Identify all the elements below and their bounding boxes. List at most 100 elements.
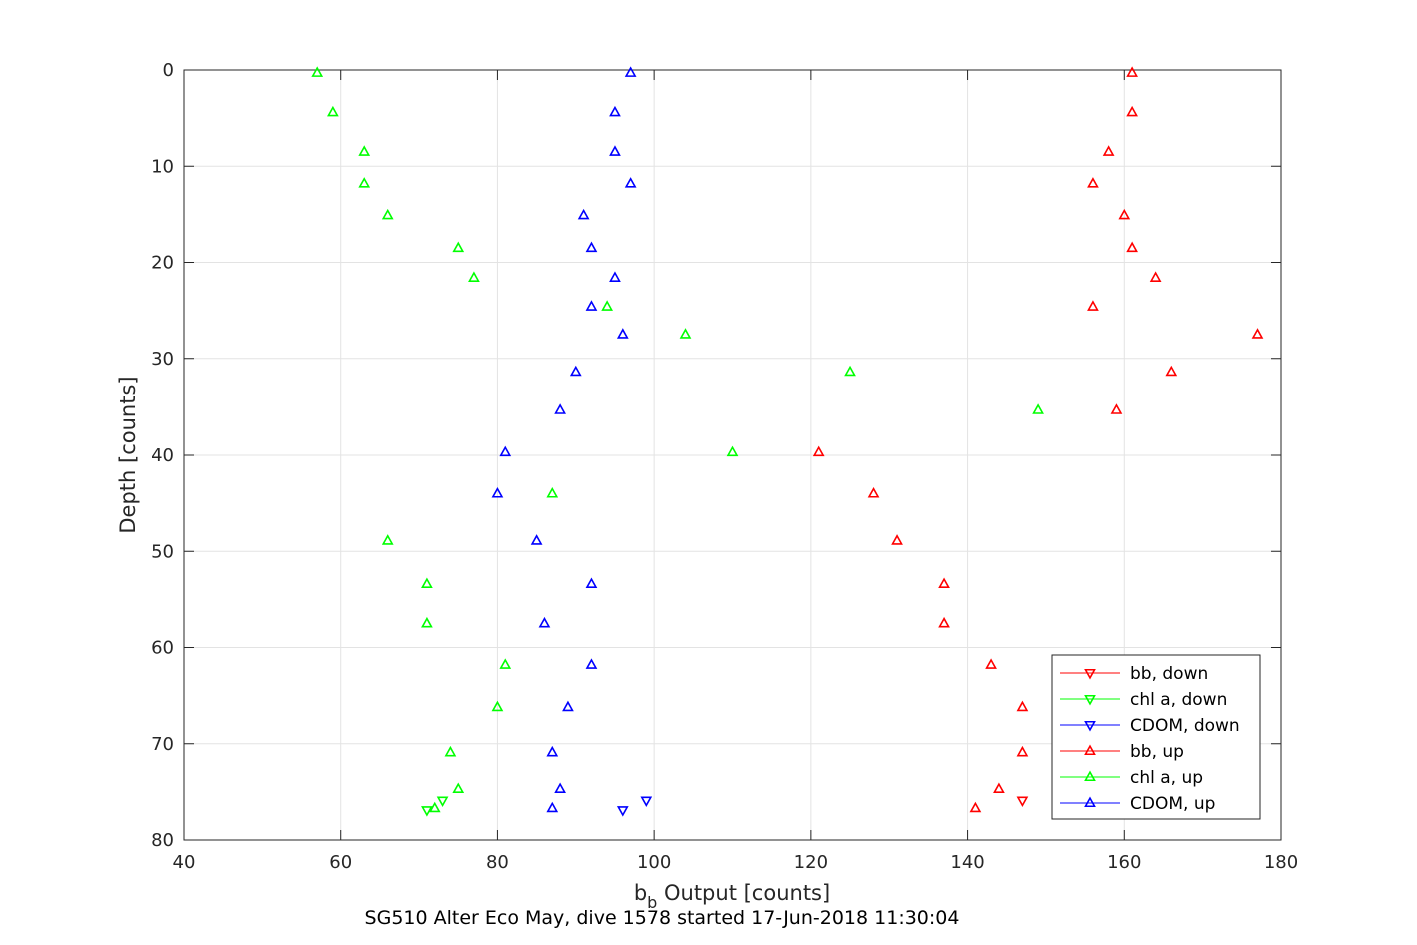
data-point-marker <box>1149 271 1162 282</box>
data-point-marker <box>1165 365 1178 377</box>
data-point-marker <box>452 782 465 794</box>
data-point-marker <box>358 177 371 188</box>
series-group-1 <box>421 796 449 817</box>
data-point-marker <box>554 403 566 414</box>
legend-label-2: CDOM, down <box>1130 716 1240 736</box>
data-point-marker <box>1118 208 1131 220</box>
data-point-marker <box>358 145 371 156</box>
y-tick-label: 20 <box>151 253 174 274</box>
legend-marker-3 <box>1084 744 1096 756</box>
legend-marker-5 <box>1084 796 1096 808</box>
data-point-marker <box>601 300 613 311</box>
data-point-marker <box>421 577 433 589</box>
data-point-marker <box>562 700 574 712</box>
data-point-marker <box>867 486 880 498</box>
y-tick-label: 70 <box>151 734 174 755</box>
data-point-marker <box>1016 745 1029 757</box>
y-tick-label: 10 <box>151 156 174 177</box>
data-point-marker <box>452 241 465 253</box>
data-point-marker <box>1032 403 1044 414</box>
legend-box <box>1051 654 1261 820</box>
data-point-marker <box>546 745 559 757</box>
series-group-4 <box>311 66 1044 813</box>
data-point-marker <box>624 177 637 188</box>
data-point-marker <box>844 365 856 377</box>
data-point-marker <box>1087 300 1099 311</box>
data-point-marker <box>609 145 621 156</box>
series-group-0 <box>1016 796 1029 808</box>
data-point-marker <box>421 806 433 817</box>
data-point-marker <box>993 782 1005 794</box>
data-point-marker <box>812 445 825 457</box>
data-point-marker <box>444 745 457 757</box>
data-point-marker <box>609 105 621 117</box>
data-point-marker <box>546 801 559 813</box>
data-point-marker <box>585 300 598 311</box>
data-point-marker <box>985 658 997 669</box>
data-point-marker <box>585 658 598 669</box>
data-point-marker <box>585 577 598 589</box>
data-point-marker <box>679 328 692 339</box>
data-point-marker <box>1102 145 1115 156</box>
x-axis-label-main: b <box>634 881 647 905</box>
data-point-marker <box>609 271 621 282</box>
legend-label-5: CDOM, up <box>1130 794 1215 814</box>
x-tick-label: 140 <box>950 852 984 873</box>
data-point-marker <box>1087 177 1099 188</box>
legend-marker-4 <box>1084 770 1096 782</box>
y-tick-label: 40 <box>151 445 174 466</box>
legend-marker-1 <box>1084 694 1096 706</box>
data-point-marker <box>546 486 559 498</box>
data-point-marker <box>381 534 394 545</box>
data-point-marker <box>616 806 629 817</box>
data-point-marker <box>428 801 441 813</box>
legend: bb, down chl a, down CDOM, down bb, up chl a… <box>1051 654 1261 820</box>
data-point-marker <box>577 208 590 220</box>
data-point-marker <box>491 486 504 498</box>
data-point-marker <box>938 577 950 589</box>
data-point-marker <box>569 365 582 377</box>
data-point-marker <box>640 796 653 808</box>
legend-label-1: chl a, down <box>1130 690 1227 710</box>
y-tick-label: 50 <box>151 541 174 562</box>
x-axis-label: bb Output [counts] <box>634 881 830 912</box>
x-tick-label: 80 <box>486 852 509 873</box>
axis-ticks: 40 60 80 100 120 140 160 180 0 10 20 30 40 50 60 70 80 <box>151 60 1298 873</box>
y-tick-label: 80 <box>151 830 174 851</box>
series-group-5 <box>491 66 637 813</box>
series-group-3 <box>812 66 1264 813</box>
data-point-marker <box>1126 66 1138 77</box>
data-point-marker <box>585 241 598 253</box>
data-point-marker <box>468 271 480 282</box>
data-point-marker <box>1016 700 1029 712</box>
x-tick-label: 60 <box>329 852 352 873</box>
data-point-marker <box>1126 105 1138 117</box>
series-group-2 <box>616 796 653 817</box>
legend-label-0: bb, down <box>1130 664 1208 684</box>
data-point-marker <box>1016 796 1029 808</box>
data-point-marker <box>530 534 543 545</box>
dive-caption: SG510 Alter Eco May, dive 1578 started 1… <box>365 907 960 929</box>
data-point-marker <box>969 801 982 813</box>
x-axis-label-rest: Output [counts] <box>657 881 830 905</box>
data-point-marker <box>436 796 449 808</box>
legend-label-3: bb, up <box>1130 742 1184 762</box>
data-point-marker <box>311 66 324 77</box>
y-tick-label: 60 <box>151 638 174 659</box>
y-tick-label: 0 <box>163 60 174 81</box>
legend-label-4: chl a, up <box>1130 768 1203 788</box>
data-point-marker <box>726 445 739 457</box>
x-tick-label: 100 <box>637 852 671 873</box>
legend-marker-0 <box>1084 668 1096 680</box>
data-point-marker <box>891 534 903 545</box>
y-axis-label: Depth [counts] <box>116 376 140 533</box>
data-point-marker <box>616 328 629 339</box>
data-point-marker <box>1251 328 1264 339</box>
data-point-marker <box>554 782 566 794</box>
x-tick-label: 160 <box>1107 852 1141 873</box>
data-point-marker <box>624 66 637 77</box>
data-markers <box>311 66 1264 817</box>
data-point-marker <box>421 616 433 628</box>
x-tick-label: 40 <box>173 852 196 873</box>
